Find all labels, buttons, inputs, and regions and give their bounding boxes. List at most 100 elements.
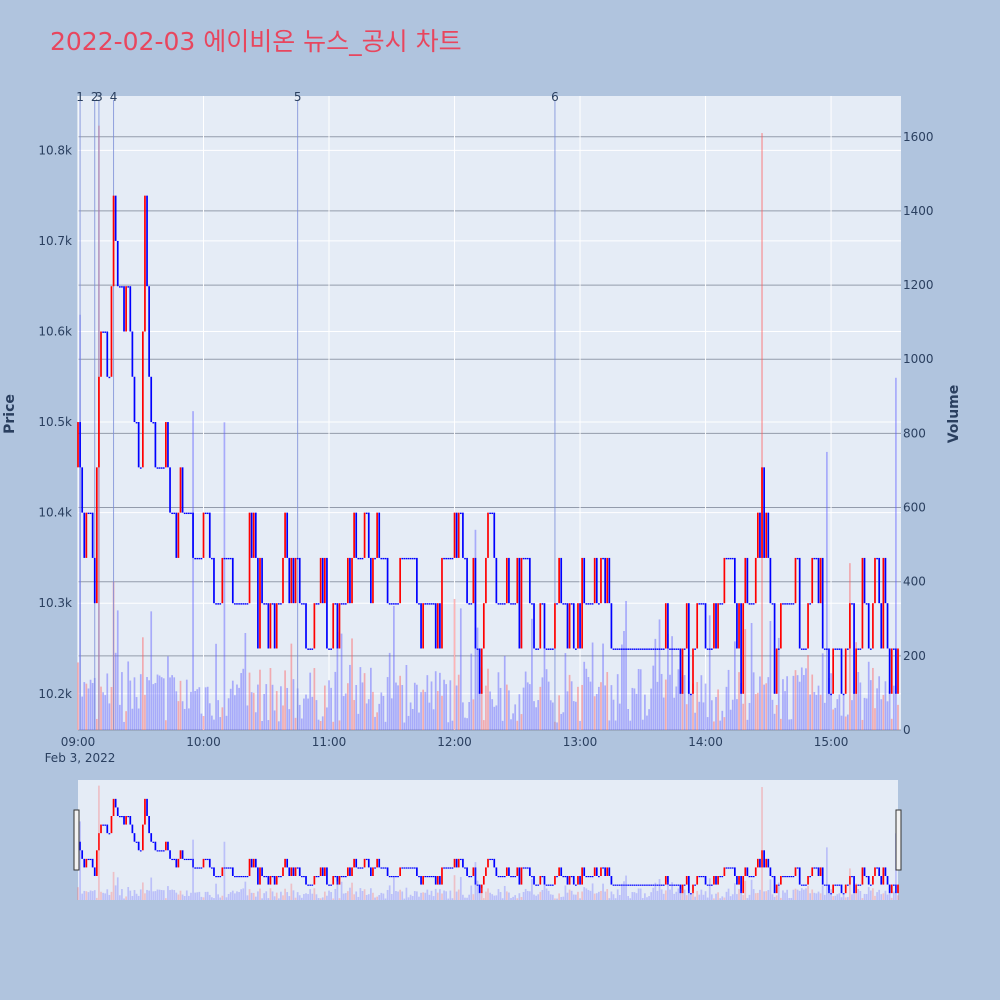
volume-bar <box>231 680 234 730</box>
preview-candle <box>311 884 314 886</box>
preview-volume-bar <box>436 892 439 900</box>
preview-volume-bar <box>403 898 406 900</box>
volume-bar <box>495 705 498 730</box>
preview-candle <box>436 876 439 885</box>
price-candle <box>332 603 335 649</box>
preview-volume-bar <box>407 897 410 900</box>
preview-volume-bar <box>179 890 182 900</box>
preview-volume-bar <box>664 890 667 900</box>
price-candle <box>696 603 699 649</box>
preview-candle <box>395 876 397 878</box>
price-candle <box>269 603 272 649</box>
volume-bar <box>516 720 519 730</box>
preview-candle <box>401 867 404 869</box>
volume-bar <box>470 653 473 730</box>
preview-volume-bar <box>543 884 546 900</box>
volume-bar <box>263 693 266 730</box>
price-candle <box>644 648 646 650</box>
preview-volume-bar <box>750 879 753 900</box>
preview-candle <box>844 884 847 894</box>
preview-volume-bar <box>752 889 755 900</box>
volume-bar <box>648 709 650 730</box>
price-candle <box>604 557 606 604</box>
price-candle <box>112 195 115 287</box>
preview-volume-bar <box>844 897 847 900</box>
preview-candle <box>692 884 694 894</box>
preview-candle <box>767 858 770 868</box>
price-candle <box>476 648 479 650</box>
preview-volume-bar <box>713 898 715 900</box>
price-candle <box>639 648 642 650</box>
volume-bar <box>844 716 847 730</box>
volume-bar <box>317 719 320 730</box>
volume-bar <box>152 684 155 730</box>
preview-candle <box>738 876 740 885</box>
preview-volume-bar <box>878 889 881 900</box>
volume-bar <box>742 703 745 730</box>
preview-volume-bar <box>637 888 640 900</box>
volume-bar <box>359 667 362 730</box>
volume-bar <box>639 669 642 730</box>
volume-bar <box>81 696 84 730</box>
preview-candle <box>271 876 274 878</box>
volume-bar <box>696 682 699 730</box>
price-candle <box>633 648 636 650</box>
price-candle <box>401 557 404 560</box>
preview-volume-bar <box>296 892 299 900</box>
preview-volume-bar <box>357 896 360 900</box>
price-candle <box>179 467 182 513</box>
preview-volume-bar <box>872 888 874 900</box>
volume-bar <box>85 683 88 730</box>
volume-bar <box>765 683 768 730</box>
preview-volume-bar <box>570 890 573 900</box>
volume-bar <box>880 699 883 730</box>
price-candle <box>202 512 205 558</box>
preview-candle <box>198 867 201 869</box>
range-slider-right-handle[interactable] <box>895 809 902 871</box>
price-candle <box>139 467 142 469</box>
preview-volume-bar <box>690 893 692 900</box>
volume-bar <box>723 717 726 730</box>
preview-candle <box>798 867 801 885</box>
price-candle <box>363 512 366 558</box>
preview-volume-bar <box>692 891 694 900</box>
preview-candle <box>765 858 768 868</box>
volume-bar <box>321 716 324 730</box>
preview-candle <box>679 884 682 894</box>
volume-bar <box>229 688 232 730</box>
preview-candle <box>397 876 399 878</box>
preview-volume-bar <box>326 895 328 900</box>
volume-bar <box>828 678 830 730</box>
volume-bar <box>629 720 632 730</box>
volume-bar <box>114 652 117 730</box>
preview-candle <box>604 867 606 876</box>
price-candle <box>225 557 228 560</box>
price-candle <box>175 512 178 558</box>
price-candle <box>451 557 454 560</box>
preview-volume-bar <box>727 888 730 900</box>
price-candle <box>514 603 517 605</box>
volume-bar <box>420 692 422 730</box>
volume-bar <box>252 692 255 730</box>
price-candle <box>744 557 747 604</box>
price-candle <box>543 603 546 649</box>
volume-bar <box>863 697 866 730</box>
preview-candle <box>167 841 169 851</box>
preview-volume-bar <box>618 895 621 900</box>
preview-volume-bar <box>482 898 485 900</box>
range-slider-background[interactable] <box>78 780 898 900</box>
price-candle <box>756 512 759 558</box>
volume-bar <box>673 697 676 730</box>
preview-candle <box>685 876 688 885</box>
preview-candle <box>572 876 575 885</box>
preview-volume-bar <box>499 892 502 900</box>
preview-volume-bar <box>623 881 625 900</box>
volume-bar <box>183 708 186 730</box>
price-candle <box>702 603 705 605</box>
preview-candle <box>83 858 86 868</box>
price-candle <box>704 603 707 649</box>
volume-bar <box>821 653 824 730</box>
preview-volume-bar <box>524 888 527 900</box>
range-slider-left-handle[interactable] <box>73 809 80 871</box>
volume-bar <box>196 689 199 730</box>
